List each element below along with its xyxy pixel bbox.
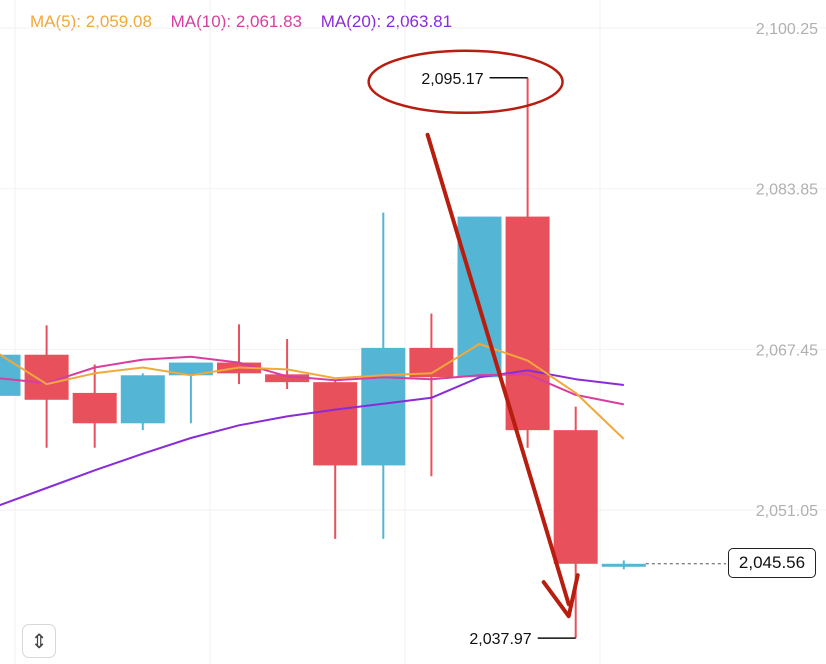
candle-6 — [265, 339, 310, 390]
candle-4 — [168, 362, 213, 424]
candle-body-1 — [24, 354, 69, 400]
vertical-resize-icon: ⇕ — [30, 629, 48, 653]
candle-body-4 — [168, 362, 213, 376]
candle-9 — [409, 313, 454, 477]
ma5-legend-entry: MA(5): 2,059.08 — [30, 12, 152, 31]
high-highlight-ellipse — [367, 49, 564, 115]
candle-3 — [120, 373, 165, 431]
vertical-resize-button[interactable]: ⇕ — [22, 624, 56, 658]
ma-legend: MA(5): 2,059.08 MA(10): 2,061.83 MA(20):… — [30, 12, 466, 32]
ma20-line — [0, 369, 624, 507]
candles — [0, 77, 646, 639]
candle-12 — [553, 406, 598, 639]
candle-body-2 — [72, 392, 117, 424]
candle-1 — [24, 325, 69, 448]
ma10-legend-entry: MA(10): 2,061.83 — [170, 12, 302, 31]
candle-body-3 — [120, 375, 165, 424]
ma20-legend-entry: MA(20): 2,063.81 — [320, 12, 453, 31]
ma10-line — [0, 355, 624, 406]
candle-body-13 — [601, 563, 646, 567]
y-axis-labels: 2,100.25 2,083.85 2,067.45 2,051.05 — [756, 21, 818, 520]
y-tick-label-1: 2,083.85 — [756, 182, 818, 199]
candle-body-6 — [265, 374, 310, 383]
last-price-box: 2,045.56 — [728, 548, 816, 578]
y-tick-label-3: 2,051.05 — [756, 503, 818, 520]
candle-11 — [505, 77, 550, 448]
candle-7 — [313, 380, 358, 539]
candle-body-12 — [553, 430, 598, 564]
moving-average-lines — [0, 342, 625, 507]
high-price-label: 2,095.17 — [421, 71, 483, 88]
price-annotations: 2,095.17 2,037.97 — [367, 49, 726, 648]
y-tick-label-2: 2,067.45 — [756, 342, 818, 359]
low-price-label: 2,037.97 — [469, 631, 531, 648]
candle-body-11 — [505, 216, 550, 431]
y-tick-label-0: 2,100.25 — [756, 21, 818, 38]
ma5-line — [0, 342, 625, 440]
candle-5 — [217, 324, 261, 385]
candle-2 — [72, 364, 117, 448]
candle-body-8 — [361, 347, 406, 466]
candle-13 — [601, 560, 646, 570]
trend-arrow-head — [541, 573, 580, 619]
trend-arrow-shaft — [425, 132, 571, 607]
candle-body-7 — [313, 382, 358, 466]
